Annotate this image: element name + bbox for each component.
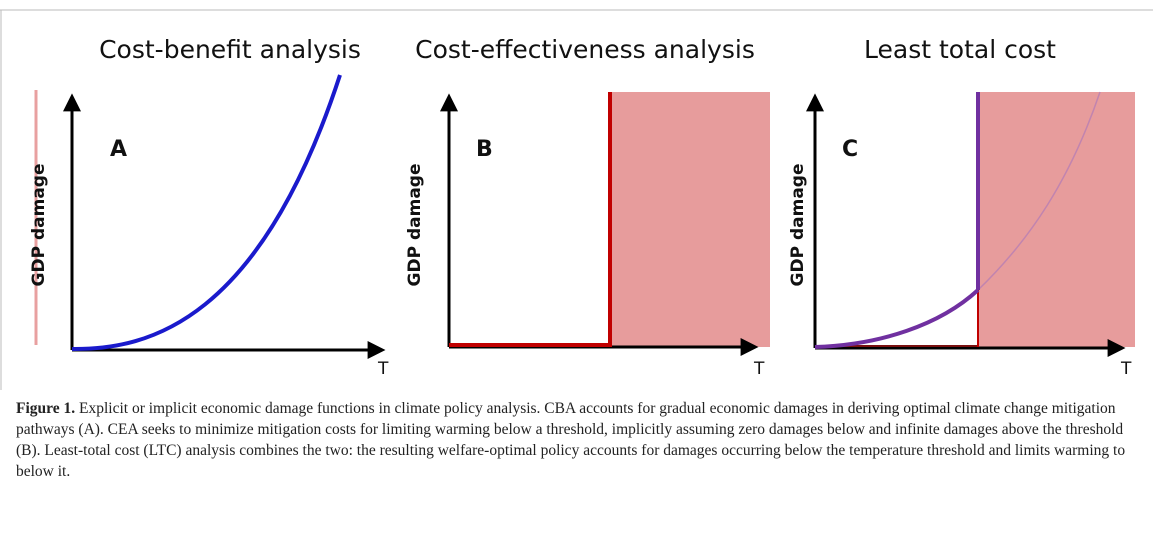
panel-title: Least total cost: [864, 35, 1056, 64]
panel-title: Cost-benefit analysis: [99, 35, 361, 64]
caption: Figure 1. Explicit or implicit economic …: [16, 398, 1136, 482]
damage-curve-extension: [977, 91, 1101, 291]
x-label: T: [1120, 359, 1132, 379]
x-label: T: [377, 359, 389, 379]
figure: Cost-benefit analysis A GDP damage T Cos…: [0, 9, 1153, 390]
y-label: GDP damage: [29, 164, 49, 287]
threshold-region: [610, 92, 770, 347]
panel-letter: C: [842, 137, 858, 162]
damage-curve: [814, 288, 980, 349]
panel-letter: A: [110, 137, 127, 162]
panel-letter: B: [476, 137, 493, 162]
x-label: T: [753, 359, 765, 379]
threshold-region: [978, 92, 1135, 347]
damage-curve: [71, 74, 342, 352]
caption-text: Explicit or implicit economic damage fun…: [16, 400, 1126, 480]
y-label: GDP damage: [405, 164, 425, 287]
y-label: GDP damage: [788, 164, 808, 287]
caption-label: Figure 1.: [16, 400, 76, 417]
panel-title: Cost-effectiveness analysis: [415, 35, 755, 64]
